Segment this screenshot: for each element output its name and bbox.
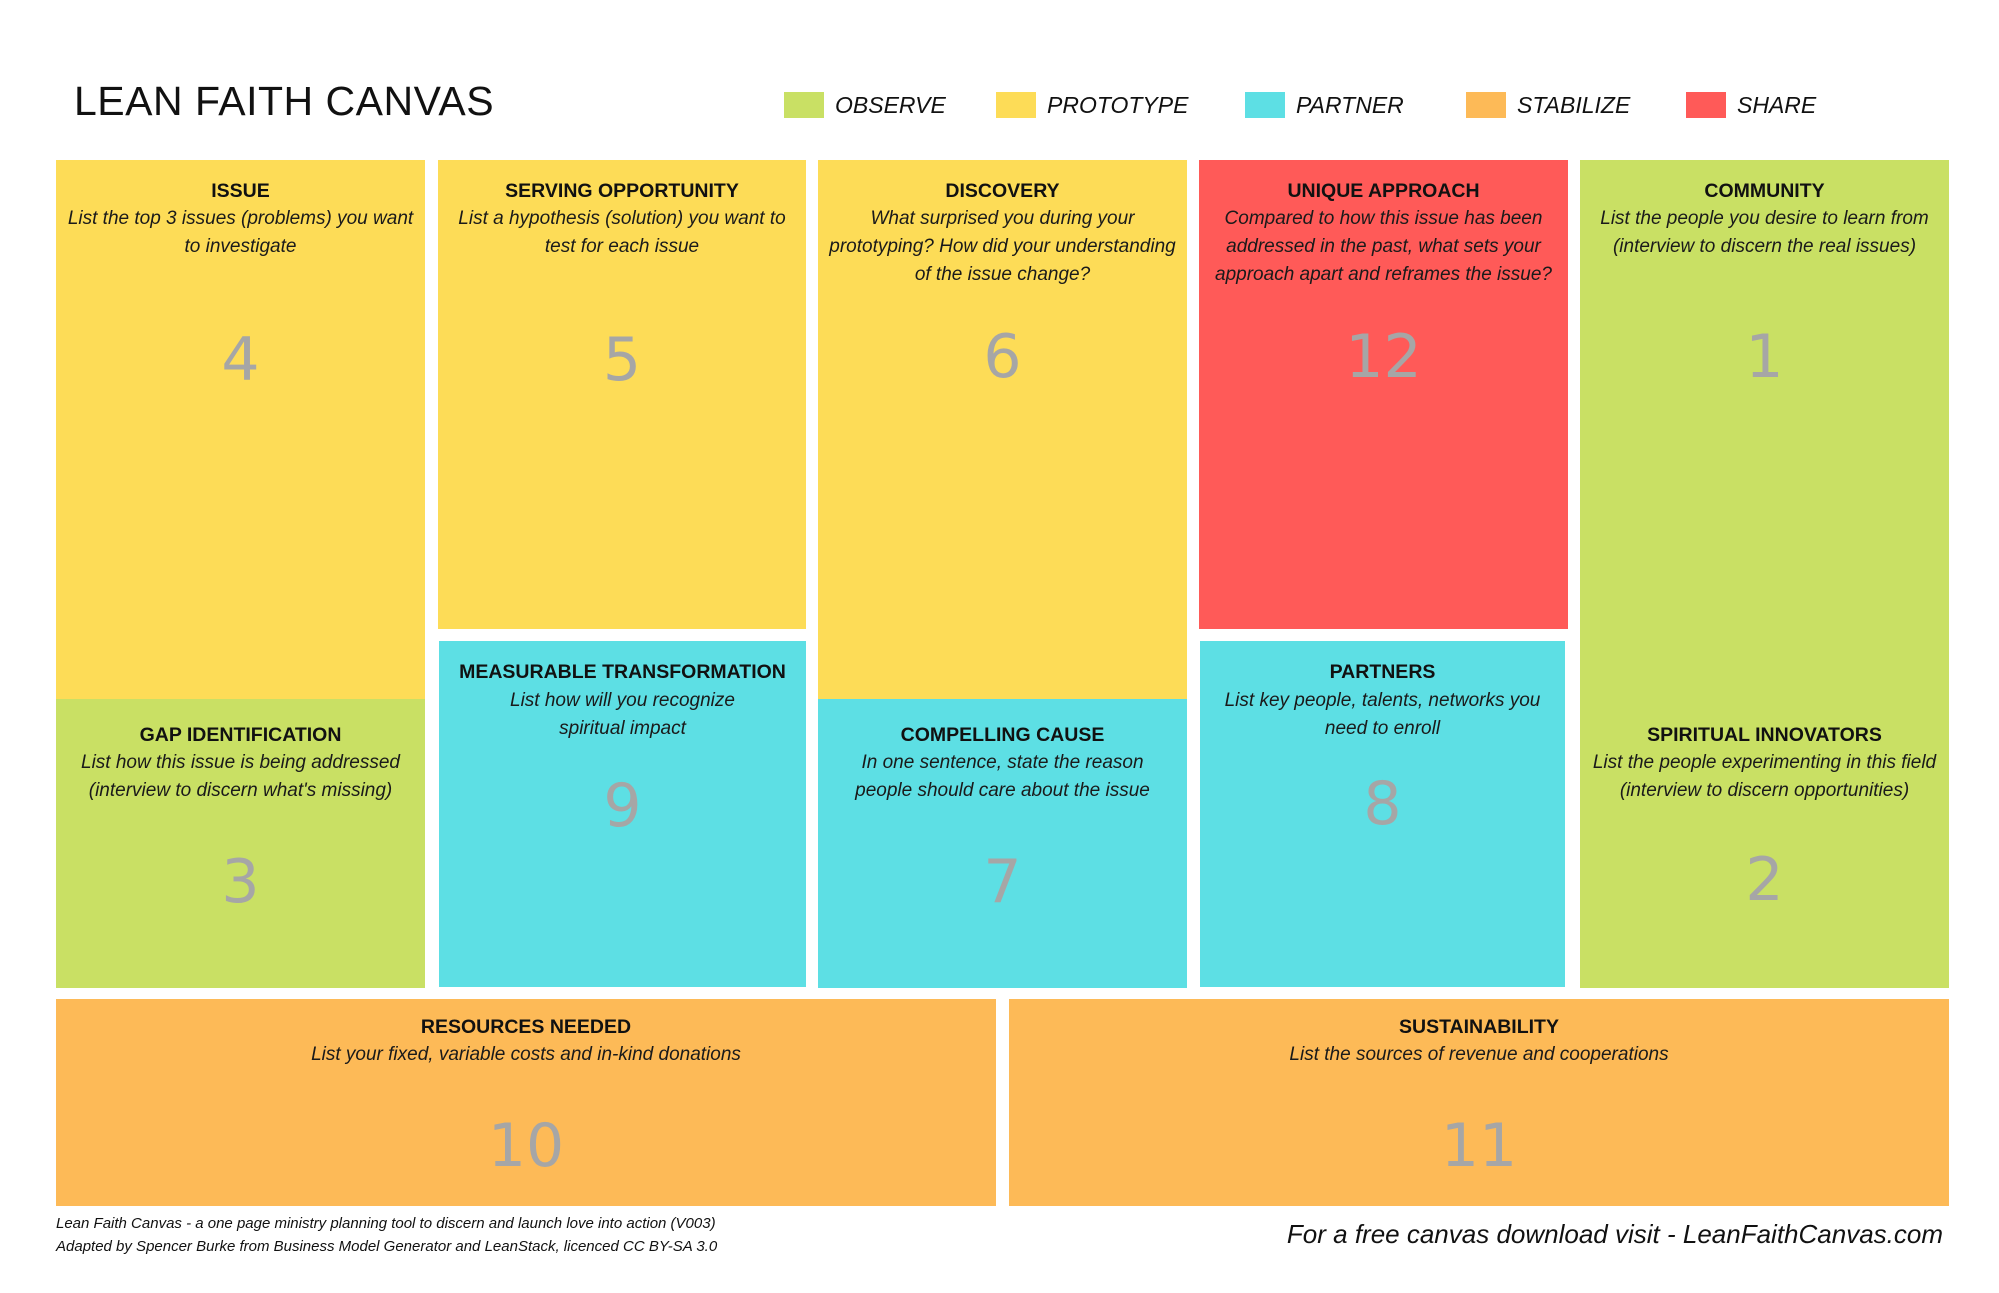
legend-swatch-prototype: [996, 92, 1036, 118]
gap-identification-number: 3: [221, 847, 260, 917]
legend-partner: PARTNER: [1245, 91, 1404, 119]
resources-needed-description: List your fixed, variable costs and in-k…: [311, 1044, 741, 1065]
community-number: 1: [1745, 322, 1784, 392]
legend-label-prototype: PROTOTYPE: [1047, 91, 1189, 118]
compelling-cause-number: 7: [983, 847, 1022, 917]
serving-opportunity-title: SERVING OPPORTUNITY: [505, 180, 739, 202]
measurable-transformation-box: MEASURABLE TRANSFORMATION List how will …: [439, 641, 806, 987]
discovery-box: DISCOVERY What surprised you during your…: [818, 160, 1187, 699]
gap-identification-description: List how this issue is being addressed (…: [81, 752, 400, 801]
discovery-description: What surprised you during your prototypi…: [829, 208, 1176, 285]
measurable-transformation-title: MEASURABLE TRANSFORMATION: [459, 661, 786, 683]
legend-swatch-share: [1686, 92, 1726, 118]
compelling-cause-description: In one sentence, state the reason people…: [855, 752, 1150, 801]
sustainability-description: List the sources of revenue and cooperat…: [1289, 1044, 1669, 1065]
gap-identification-box: GAP IDENTIFICATION List how this issue i…: [56, 699, 425, 988]
partners-title: PARTNERS: [1329, 661, 1436, 683]
legend-stabilize: STABILIZE: [1466, 91, 1630, 119]
serving-opportunity-description: List a hypothesis (solution) you want to…: [458, 208, 786, 257]
partners-box: PARTNERS List key people, talents, netwo…: [1200, 641, 1565, 987]
legend-label-partner: PARTNER: [1296, 91, 1404, 118]
resources-needed-title: RESOURCES NEEDED: [420, 1016, 632, 1038]
partners-number: 8: [1363, 769, 1402, 839]
unique-approach-description: Compared to how this issue has been addr…: [1215, 208, 1552, 285]
discovery-title: DISCOVERY: [945, 180, 1060, 202]
measurable-transformation-description: List how will you recognize spiritual im…: [510, 690, 735, 739]
legend-observe: OBSERVE: [784, 91, 946, 119]
footer-line-2: Adapted by Spencer Burke from Business M…: [56, 1238, 718, 1255]
resources-needed-box: RESOURCES NEEDED List your fixed, variab…: [56, 999, 996, 1206]
legend-label-stabilize: STABILIZE: [1517, 91, 1631, 118]
gap-identification-title: GAP IDENTIFICATION: [139, 724, 342, 746]
resources-needed-number: 10: [487, 1111, 565, 1181]
spiritual-innovators-title: SPIRITUAL INNOVATORS: [1647, 724, 1882, 746]
legend-label-share: SHARE: [1737, 91, 1817, 118]
partners-description: List key people, talents, networks you n…: [1224, 690, 1541, 739]
spiritual-innovators-description: List the people experimenting in this fi…: [1592, 752, 1937, 801]
legend-swatch-partner: [1245, 92, 1285, 118]
legend-prototype: PROTOTYPE: [996, 91, 1188, 119]
issue-number: 4: [221, 325, 260, 395]
compelling-cause-box: COMPELLING CAUSE In one sentence, state …: [818, 699, 1187, 988]
sustainability-number: 11: [1440, 1111, 1518, 1181]
spiritual-innovators-number: 2: [1745, 845, 1784, 915]
issue-description: List the top 3 issues (problems) you wan…: [67, 208, 414, 257]
sustainability-title: SUSTAINABILITY: [1399, 1016, 1559, 1038]
community-title: COMMUNITY: [1704, 180, 1825, 202]
legend-share: SHARE: [1686, 91, 1816, 119]
spiritual-innovators-box: SPIRITUAL INNOVATORS List the people exp…: [1580, 699, 1949, 988]
compelling-cause-title: COMPELLING CAUSE: [900, 724, 1105, 746]
legend-swatch-stabilize: [1466, 92, 1506, 118]
measurable-transformation-number: 9: [603, 771, 642, 841]
discovery-number: 6: [983, 322, 1022, 392]
serving-opportunity-box: SERVING OPPORTUNITY List a hypothesis (s…: [438, 160, 806, 629]
issue-box: ISSUE List the top 3 issues (problems) y…: [56, 160, 425, 699]
unique-approach-title: UNIQUE APPROACH: [1287, 180, 1480, 202]
issue-title: ISSUE: [211, 180, 270, 202]
footer-credits: Lean Faith Canvas - a one page ministry …: [56, 1212, 717, 1258]
legend-swatch-observe: [784, 92, 824, 118]
unique-approach-box: UNIQUE APPROACH Compared to how this iss…: [1199, 160, 1568, 629]
community-box: COMMUNITY List the people you desire to …: [1580, 160, 1949, 699]
footer-line-1: Lean Faith Canvas - a one page ministry …: [56, 1215, 716, 1232]
sustainability-box: SUSTAINABILITY List the sources of reven…: [1009, 999, 1949, 1206]
community-description: List the people you desire to learn from…: [1600, 208, 1929, 257]
footer-download-link[interactable]: For a free canvas download visit - LeanF…: [1286, 1219, 1943, 1249]
legend-label-observe: OBSERVE: [835, 91, 946, 118]
page-title: LEAN FAITH CANVAS: [74, 78, 495, 124]
unique-approach-number: 12: [1345, 322, 1422, 392]
serving-opportunity-number: 5: [602, 325, 642, 395]
